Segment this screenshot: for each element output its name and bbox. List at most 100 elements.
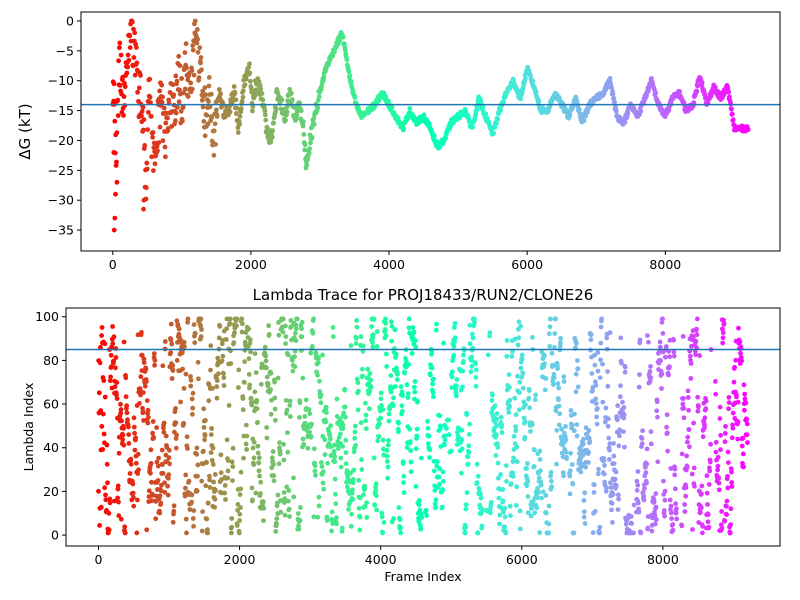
lambda-point xyxy=(606,457,612,462)
lambda-point xyxy=(295,511,301,516)
lambda-point xyxy=(363,418,369,424)
lambda-point xyxy=(682,502,687,507)
delta-g-point xyxy=(238,106,244,111)
lambda-point xyxy=(285,352,291,358)
lambda-point xyxy=(516,319,522,325)
lambda-point xyxy=(342,386,348,392)
lambda-point xyxy=(141,356,147,362)
lambda-point xyxy=(323,404,329,410)
delta-g-point xyxy=(227,109,233,115)
lambda-point xyxy=(140,390,146,395)
lambda-point xyxy=(518,323,523,329)
lambda-point xyxy=(667,497,673,503)
delta-g-point xyxy=(111,150,117,155)
lambda-point xyxy=(499,422,505,428)
delta-g-point xyxy=(199,97,205,103)
lambda-point xyxy=(517,390,522,395)
delta-g-point xyxy=(283,117,288,123)
lambda-point xyxy=(123,375,129,381)
lambda-point xyxy=(654,408,660,414)
lambda-point xyxy=(609,507,614,513)
lambda-point xyxy=(101,378,107,383)
lambda-point xyxy=(713,391,719,397)
lambda-point xyxy=(386,411,392,417)
lambda-point xyxy=(744,416,750,422)
lambda-point xyxy=(113,355,119,360)
lambda-point xyxy=(134,530,140,536)
lambda-point xyxy=(519,374,525,380)
lambda-point xyxy=(697,353,702,358)
delta-g-point xyxy=(729,106,734,112)
lambda-point xyxy=(182,344,187,349)
lambda-point xyxy=(671,349,677,355)
lambda-point xyxy=(435,459,440,465)
lambda-point xyxy=(360,343,366,349)
lambda-point xyxy=(548,470,554,475)
lambda-point xyxy=(705,519,711,525)
lambda-point xyxy=(100,411,106,417)
delta-g-point xyxy=(126,57,132,63)
lambda-point xyxy=(683,485,689,490)
top-x-ticks: 0 2000 4000 6000 8000 xyxy=(109,251,681,272)
delta-g-point xyxy=(699,80,705,85)
lambda-point xyxy=(485,352,491,358)
delta-g-point xyxy=(308,140,313,146)
lambda-point xyxy=(495,444,501,450)
delta-g-point xyxy=(501,99,506,105)
lambda-point xyxy=(474,461,480,467)
lambda-point xyxy=(469,354,474,360)
lambda-point xyxy=(551,382,556,387)
delta-g-point xyxy=(343,51,349,57)
lambda-point xyxy=(214,395,220,401)
lambda-point xyxy=(700,524,706,529)
delta-g-point xyxy=(173,110,179,116)
lambda-point xyxy=(297,400,303,406)
lambda-point xyxy=(668,503,674,509)
lambda-point xyxy=(405,391,411,396)
bottom-y-ticks: 0 20 40 60 80 100 xyxy=(35,309,66,543)
lambda-point xyxy=(238,505,243,510)
bottom-x-axis-label: Frame Index xyxy=(384,569,461,584)
delta-g-point xyxy=(306,150,312,156)
lambda-point xyxy=(145,420,151,426)
lambda-point xyxy=(227,321,233,326)
lambda-point xyxy=(686,407,691,413)
bottom-chart-title: Lambda Trace for PROJ18433/RUN2/CLONE26 xyxy=(253,286,594,304)
lambda-point xyxy=(559,450,565,456)
delta-g-point xyxy=(170,82,176,88)
lambda-point xyxy=(506,372,512,377)
delta-g-point xyxy=(163,120,169,126)
lambda-point xyxy=(581,514,587,520)
lambda-point xyxy=(741,464,746,470)
delta-g-point xyxy=(147,76,153,82)
lambda-point xyxy=(597,530,603,536)
lambda-point xyxy=(364,515,370,520)
lambda-point xyxy=(221,383,227,388)
lambda-point xyxy=(383,351,389,357)
lambda-point xyxy=(212,504,218,510)
lambda-point xyxy=(466,449,472,455)
lambda-point xyxy=(459,470,464,476)
lambda-point xyxy=(668,510,674,516)
lambda-point xyxy=(385,459,390,464)
lambda-point xyxy=(502,506,508,511)
delta-g-point xyxy=(583,113,588,119)
lambda-point xyxy=(149,498,155,504)
delta-g-point xyxy=(143,185,149,191)
lambda-point xyxy=(437,413,443,419)
delta-g-point xyxy=(197,45,203,51)
lambda-point xyxy=(317,378,322,384)
lambda-point xyxy=(207,485,213,490)
lambda-point xyxy=(594,421,600,427)
lambda-point xyxy=(706,524,712,530)
lambda-point xyxy=(380,437,386,443)
lambda-point xyxy=(605,369,610,374)
lambda-point xyxy=(503,463,509,468)
lambda-point xyxy=(270,449,276,454)
lambda-point xyxy=(356,505,362,511)
lambda-point xyxy=(196,376,201,382)
lambda-point xyxy=(340,443,345,449)
lambda-point xyxy=(339,525,345,531)
lambda-point xyxy=(332,442,337,448)
delta-g-point xyxy=(729,111,735,117)
